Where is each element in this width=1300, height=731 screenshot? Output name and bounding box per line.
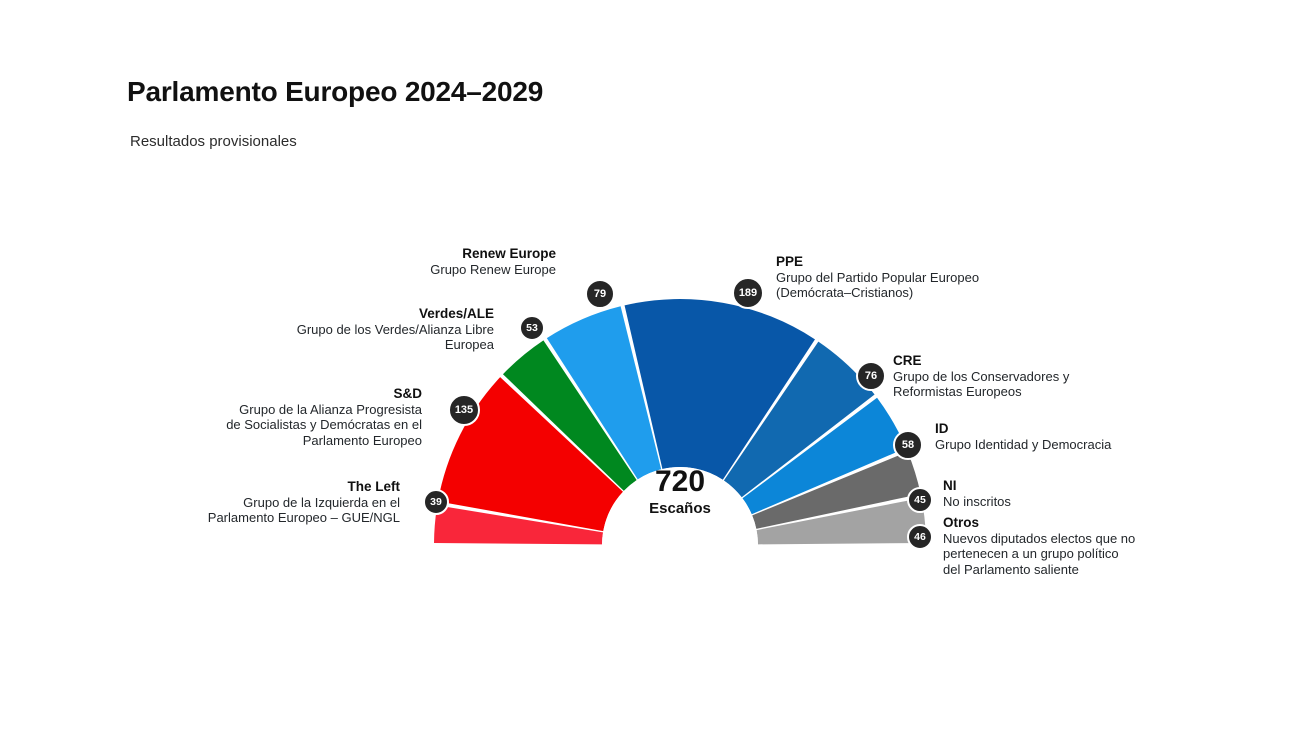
legend-name-cre: CRE [893, 353, 922, 368]
legend-name-id: ID [935, 421, 949, 436]
hemicycle-segment-cre[interactable] [723, 341, 875, 498]
legend-label-left: The Left Grupo de la Izquierda en el Par… [208, 479, 400, 526]
seat-badge-ni[interactable]: 45 [907, 487, 933, 513]
legend-name-verdes: Verdes/ALE [418, 306, 494, 321]
hemicycle-segment-otros[interactable] [756, 497, 926, 545]
seat-badge-ppe[interactable]: 189 [732, 277, 764, 309]
hemicycle-segment-id[interactable] [742, 397, 907, 515]
hemicycle-segment-ni[interactable] [752, 451, 921, 529]
legend-desc-renew: Grupo Renew Europe [430, 261, 556, 277]
legend-name-left: The Left [347, 479, 401, 494]
hemicycle-segment-renew[interactable] [546, 306, 662, 480]
seat-badge-left[interactable]: 39 [423, 489, 449, 515]
legend-desc-otros: Nuevos diputados electos que no pertenec… [943, 530, 1136, 577]
legend-label-otros: Otros Nuevos diputados electos que no pe… [943, 515, 1135, 577]
legend-desc-ni: No inscritos [943, 493, 1011, 509]
legend-desc-ppe: Grupo del Partido Popular Europeo (Demóc… [776, 269, 980, 301]
legend-label-renew: Renew Europe Grupo Renew Europe [430, 246, 556, 277]
legend-name-otros: Otros [943, 515, 980, 530]
legend-label-id: ID Grupo Identidad y Democracia [935, 421, 1111, 452]
hemicycle-segment-sd[interactable] [437, 377, 623, 532]
legend-label-cre: CRE Grupo de los Conservadores y Reformi… [893, 353, 1069, 400]
seat-badge-verdes[interactable]: 53 [519, 315, 545, 341]
hemicycle-segment-verdes[interactable] [502, 340, 637, 491]
hemicycle-segment-ppe[interactable] [624, 299, 815, 480]
hemicycle-segment-left[interactable] [434, 505, 604, 545]
seat-badge-id[interactable]: 58 [893, 430, 923, 460]
legend-desc-cre: Grupo de los Conservadores y Reformistas… [893, 368, 1070, 400]
legend-label-sd: S&D Grupo de la Alianza Progresista de S… [226, 386, 422, 448]
seat-badge-otros[interactable]: 46 [907, 524, 933, 550]
legend-label-ppe: PPE Grupo del Partido Popular Europeo (D… [776, 254, 979, 301]
legend-name-ni: NI [943, 478, 957, 493]
page-title: Parlamento Europeo 2024–2029 [127, 76, 544, 107]
hemicycle-center-hole [602, 467, 758, 545]
legend-label-verdes: Verdes/ALE Grupo de los Verdes/Alianza L… [297, 306, 494, 353]
seat-badge-sd[interactable]: 135 [448, 394, 480, 426]
legend-name-sd: S&D [393, 386, 422, 401]
seat-badge-renew[interactable]: 79 [585, 279, 615, 309]
legend-desc-left: Grupo de la Izquierda en el Parlamento E… [207, 494, 400, 526]
legend-name-renew: Renew Europe [462, 246, 556, 261]
legend-desc-id: Grupo Identidad y Democracia [935, 436, 1112, 452]
legend-label-ni: NI No inscritos [943, 478, 1011, 509]
seat-badge-cre[interactable]: 76 [856, 361, 886, 391]
legend-desc-sd: Grupo de la Alianza Progresista de Socia… [226, 401, 422, 448]
legend-name-ppe: PPE [776, 254, 804, 269]
legend-desc-verdes: Grupo de los Verdes/Alianza Libre Europe… [296, 321, 494, 353]
page-subtitle: Resultados provisionales [130, 133, 297, 150]
hemicycle-baseline [430, 545, 930, 551]
